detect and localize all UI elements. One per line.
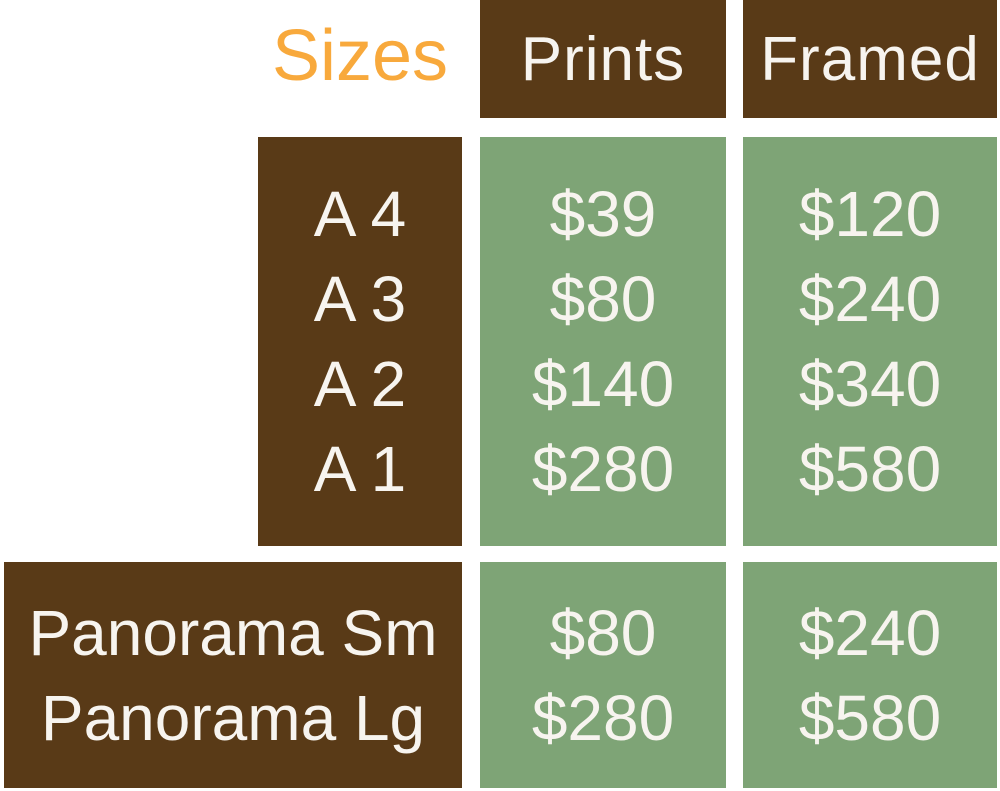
prints-price: $280 [531,681,675,754]
framed-price: $580 [798,681,942,754]
framed-price: $240 [798,596,942,669]
framed-price: $340 [798,347,942,420]
framed-price: $120 [798,177,942,250]
prints-price-column: $39 $80 $140 $280 [480,137,726,546]
panorama-framed-price-column: $240 $580 [743,562,997,788]
size-label: A 3 [313,262,407,335]
prints-price: $80 [549,262,657,335]
column-header-prints: Prints [480,0,726,118]
panorama-prints-price-column: $80 $280 [480,562,726,788]
size-label-column: A 4 A 3 A 2 A 1 [258,137,462,546]
size-label: A 2 [313,347,407,420]
prints-price: $280 [531,432,675,505]
size-label: A 1 [313,432,407,505]
sizes-title: Sizes [271,16,449,96]
column-header-framed: Framed [743,0,997,118]
size-label: A 4 [313,177,407,250]
panorama-label-column: Panorama Sm Panorama Lg [4,562,462,788]
framed-price-column: $120 $240 $340 $580 [743,137,997,546]
prints-price: $39 [549,177,657,250]
size-label: Panorama Sm [28,596,438,669]
size-label: Panorama Lg [40,681,426,754]
framed-price: $240 [798,262,942,335]
framed-price: $580 [798,432,942,505]
prints-price: $80 [549,596,657,669]
prints-price: $140 [531,347,675,420]
